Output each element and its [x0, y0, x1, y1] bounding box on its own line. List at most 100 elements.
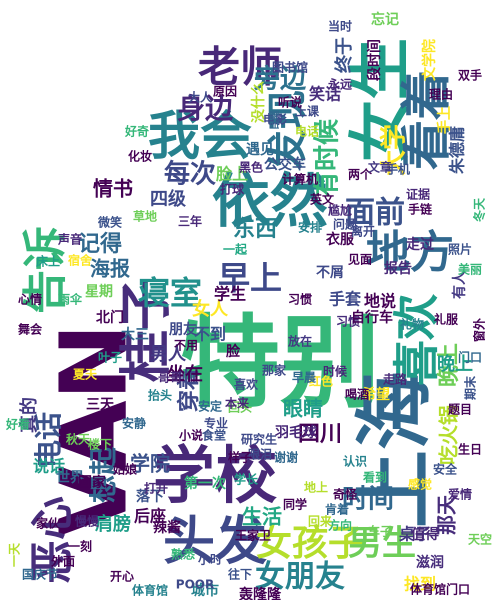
word-cloud-word: 女孩子 — [256, 523, 364, 564]
word-cloud-word: 上海 — [350, 372, 440, 528]
word-cloud-word: 桂子 — [117, 278, 177, 382]
word-cloud-word: 美丽 — [458, 262, 482, 277]
word-cloud-word: 两个 — [348, 167, 373, 182]
word-cloud-word: 宿舍 — [68, 253, 93, 268]
word-cloud-word: 段时间 — [366, 39, 383, 81]
word-cloud-word: 老师 — [198, 43, 282, 92]
word-cloud-word: 学长 — [234, 472, 259, 487]
word-cloud-word: 当时 — [328, 19, 352, 34]
word-cloud-word: 学院 — [130, 452, 170, 476]
word-cloud-word: 王家卫 — [235, 528, 271, 543]
word-cloud-word: 雨伞 — [58, 292, 83, 307]
word-cloud-word: POOR — [176, 578, 214, 592]
word-cloud-word: 找到 — [404, 575, 436, 594]
word-cloud-word: 感觉 — [408, 477, 432, 492]
word-cloud-word: 电话 — [32, 412, 65, 468]
word-cloud-word: 早晨 — [292, 371, 317, 385]
word-cloud-word: 桌子 — [399, 525, 431, 544]
word-cloud-word: 生活 — [242, 505, 282, 529]
word-cloud-word: 微笑 — [97, 215, 122, 230]
word-cloud-word: 计算机 — [282, 172, 318, 187]
word-cloud-word: 文章 — [368, 160, 392, 175]
word-cloud-word: 手链 — [408, 202, 433, 217]
word-cloud-word: 手套 — [329, 290, 362, 309]
word-cloud-word: 依然 — [212, 167, 328, 235]
word-cloud-word: 世界 — [56, 469, 85, 486]
word-cloud-word: 楼下 — [88, 437, 112, 452]
word-cloud-word: 草地 — [133, 209, 157, 224]
word-cloud-word: 习惯 — [336, 314, 360, 329]
word-cloud-word: 滋润 — [416, 554, 444, 571]
word-cloud-word: 时间 — [342, 485, 394, 515]
word-cloud-word: 本来 — [225, 396, 250, 411]
word-cloud-word: 尴尬 — [328, 203, 352, 218]
word-cloud-word: 肯着 — [325, 502, 349, 517]
word-cloud-word: 外面 — [51, 554, 75, 569]
word-cloud-word: 不屑 — [316, 265, 344, 281]
word-cloud-word: 生日 — [458, 442, 482, 457]
word-cloud-word: 男人 — [150, 344, 187, 365]
word-cloud-word: 寝室 — [138, 274, 202, 312]
word-cloud-word: 安排 — [298, 220, 322, 235]
word-cloud-word: 看到 — [363, 470, 387, 485]
word-cloud-word: 原因 — [213, 84, 237, 99]
word-cloud-word: 安全 — [433, 462, 458, 477]
word-cloud-word: 发现 — [265, 90, 311, 170]
word-cloud-word: 红色 — [309, 374, 333, 389]
word-cloud-word: 安静 — [122, 416, 146, 431]
word-cloud-word: 恶心 — [27, 496, 78, 584]
word-cloud-word: 城市 — [191, 582, 219, 599]
word-cloud-word: 落下 — [136, 488, 164, 505]
word-cloud-word: 样子 — [228, 450, 252, 465]
word-cloud-word: 星期 — [85, 284, 113, 300]
word-cloud-word: 往下 — [228, 567, 252, 582]
word-cloud-word: 走路 — [383, 372, 408, 387]
word-cloud-word: 谢谢 — [274, 450, 298, 465]
word-cloud-word: 安定 — [198, 399, 222, 414]
word-cloud-word: 好奇 — [124, 124, 149, 139]
word-cloud-word: 听说 — [278, 95, 302, 110]
word-cloud-word: 方向 — [328, 518, 352, 533]
word-cloud-word: 女生 — [344, 38, 417, 162]
word-cloud-word: 三年 — [178, 214, 202, 229]
word-cloud-word: 地上 — [304, 480, 328, 495]
word-cloud-word: 四川 — [298, 422, 342, 447]
word-cloud-word: 家伙 — [36, 516, 61, 531]
word-cloud-word: 海报 — [90, 257, 130, 281]
word-cloud-word: 女人 — [192, 298, 229, 320]
word-cloud-word: 门口 — [458, 350, 482, 365]
word-cloud-word: 身边 — [177, 92, 234, 125]
word-cloud-word: 有人 — [451, 270, 468, 299]
word-cloud-word: 自行车 — [351, 309, 393, 326]
word-cloud-word: 男生 — [348, 524, 416, 564]
word-cloud-word: 衣服 — [326, 231, 355, 248]
word-cloud-word: 学校 — [153, 439, 277, 512]
word-cloud-word: 哥哥 — [158, 371, 182, 385]
word-cloud-word: 奇怪 — [333, 487, 358, 502]
word-cloud-word: 问题 — [333, 217, 358, 232]
word-cloud-word: 记得 — [78, 231, 122, 257]
word-cloud-word: 喜欢 — [390, 294, 444, 386]
word-cloud-word: 喜欢 — [234, 377, 259, 392]
word-cloud-word: 没什么 — [250, 81, 267, 123]
word-cloud-word: 想起 — [87, 446, 120, 503]
word-cloud-word: 早上 — [218, 259, 282, 297]
word-cloud-word: 期末 — [463, 375, 478, 400]
word-cloud-word: 大学 — [379, 124, 410, 176]
word-cloud-word: 眼泪 — [248, 447, 272, 462]
word-cloud-word: 不用 — [174, 339, 198, 353]
word-cloud-word: 朋友 — [168, 321, 197, 338]
word-cloud-word: 那家 — [262, 363, 287, 378]
word-cloud-word: 第一次 — [184, 475, 226, 492]
word-cloud-word: 眼睛 — [283, 397, 323, 421]
word-cloud-word: 慢慢 — [75, 514, 100, 529]
word-cloud-word: 离开 — [351, 224, 375, 239]
word-cloud-word: 舞会 — [17, 322, 43, 337]
word-cloud-word: 真的 — [18, 397, 40, 433]
word-cloud-word: 每次 — [164, 159, 216, 190]
word-cloud-word: 一刻 — [68, 539, 92, 554]
word-cloud-word: 照片 — [448, 242, 472, 257]
word-cloud-word: 见面 — [348, 253, 372, 267]
word-cloud-word: 朱德庸 — [448, 126, 467, 174]
